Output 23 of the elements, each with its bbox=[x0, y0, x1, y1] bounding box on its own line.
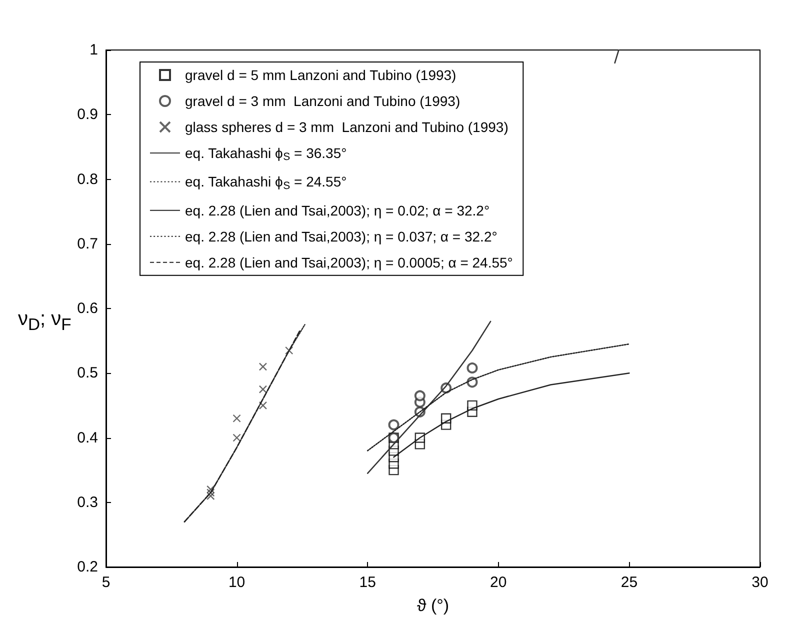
y-tick-label: 0.6 bbox=[77, 300, 98, 317]
legend-label: glass spheres d = 3 mm Lanzoni and Tubino (1993) bbox=[185, 119, 508, 135]
legend-label: eq. 2.28 (Lien and Tsai,2003); η = 0.02; α = 32.2° bbox=[185, 202, 490, 218]
legend-label: gravel d = 3 mm Lanzoni and Tubino (1993) bbox=[185, 93, 460, 109]
legend-label: eq. 2.28 (Lien and Tsai,2003); η = 0.0005; α = 24.55° bbox=[185, 254, 513, 270]
x-tick-label: 5 bbox=[102, 574, 110, 591]
y-axis-title: ν$_{D}$; ν$_{F}$ bbox=[18, 308, 72, 335]
x-tick-label: 25 bbox=[620, 574, 638, 591]
y-tick-label: 1 bbox=[90, 42, 98, 58]
x-tick-label: 30 bbox=[752, 574, 768, 591]
legend-label: eq. 2.28 (Lien and Tsai,2003); η = 0.037; α = 32.2° bbox=[185, 228, 498, 244]
y-tick-label: 0.9 bbox=[77, 106, 98, 124]
x-axis-title: ϑ (°) bbox=[416, 596, 450, 615]
x-tick-label: 20 bbox=[490, 574, 507, 591]
x-tick-label: 10 bbox=[228, 574, 246, 591]
y-tick-label: 0.3 bbox=[77, 494, 98, 511]
y-tick-label: 0.5 bbox=[77, 364, 98, 382]
x-tick-label: 15 bbox=[359, 574, 376, 591]
legend-label: gravel d = 5 mm Lanzoni and Tubino (1993) bbox=[185, 67, 456, 83]
y-tick-label: 0.7 bbox=[77, 235, 98, 252]
y-tick-label: 0.4 bbox=[77, 429, 98, 446]
y-tick-label: 0.2 bbox=[77, 558, 98, 576]
y-tick-label: 0.8 bbox=[77, 170, 98, 188]
